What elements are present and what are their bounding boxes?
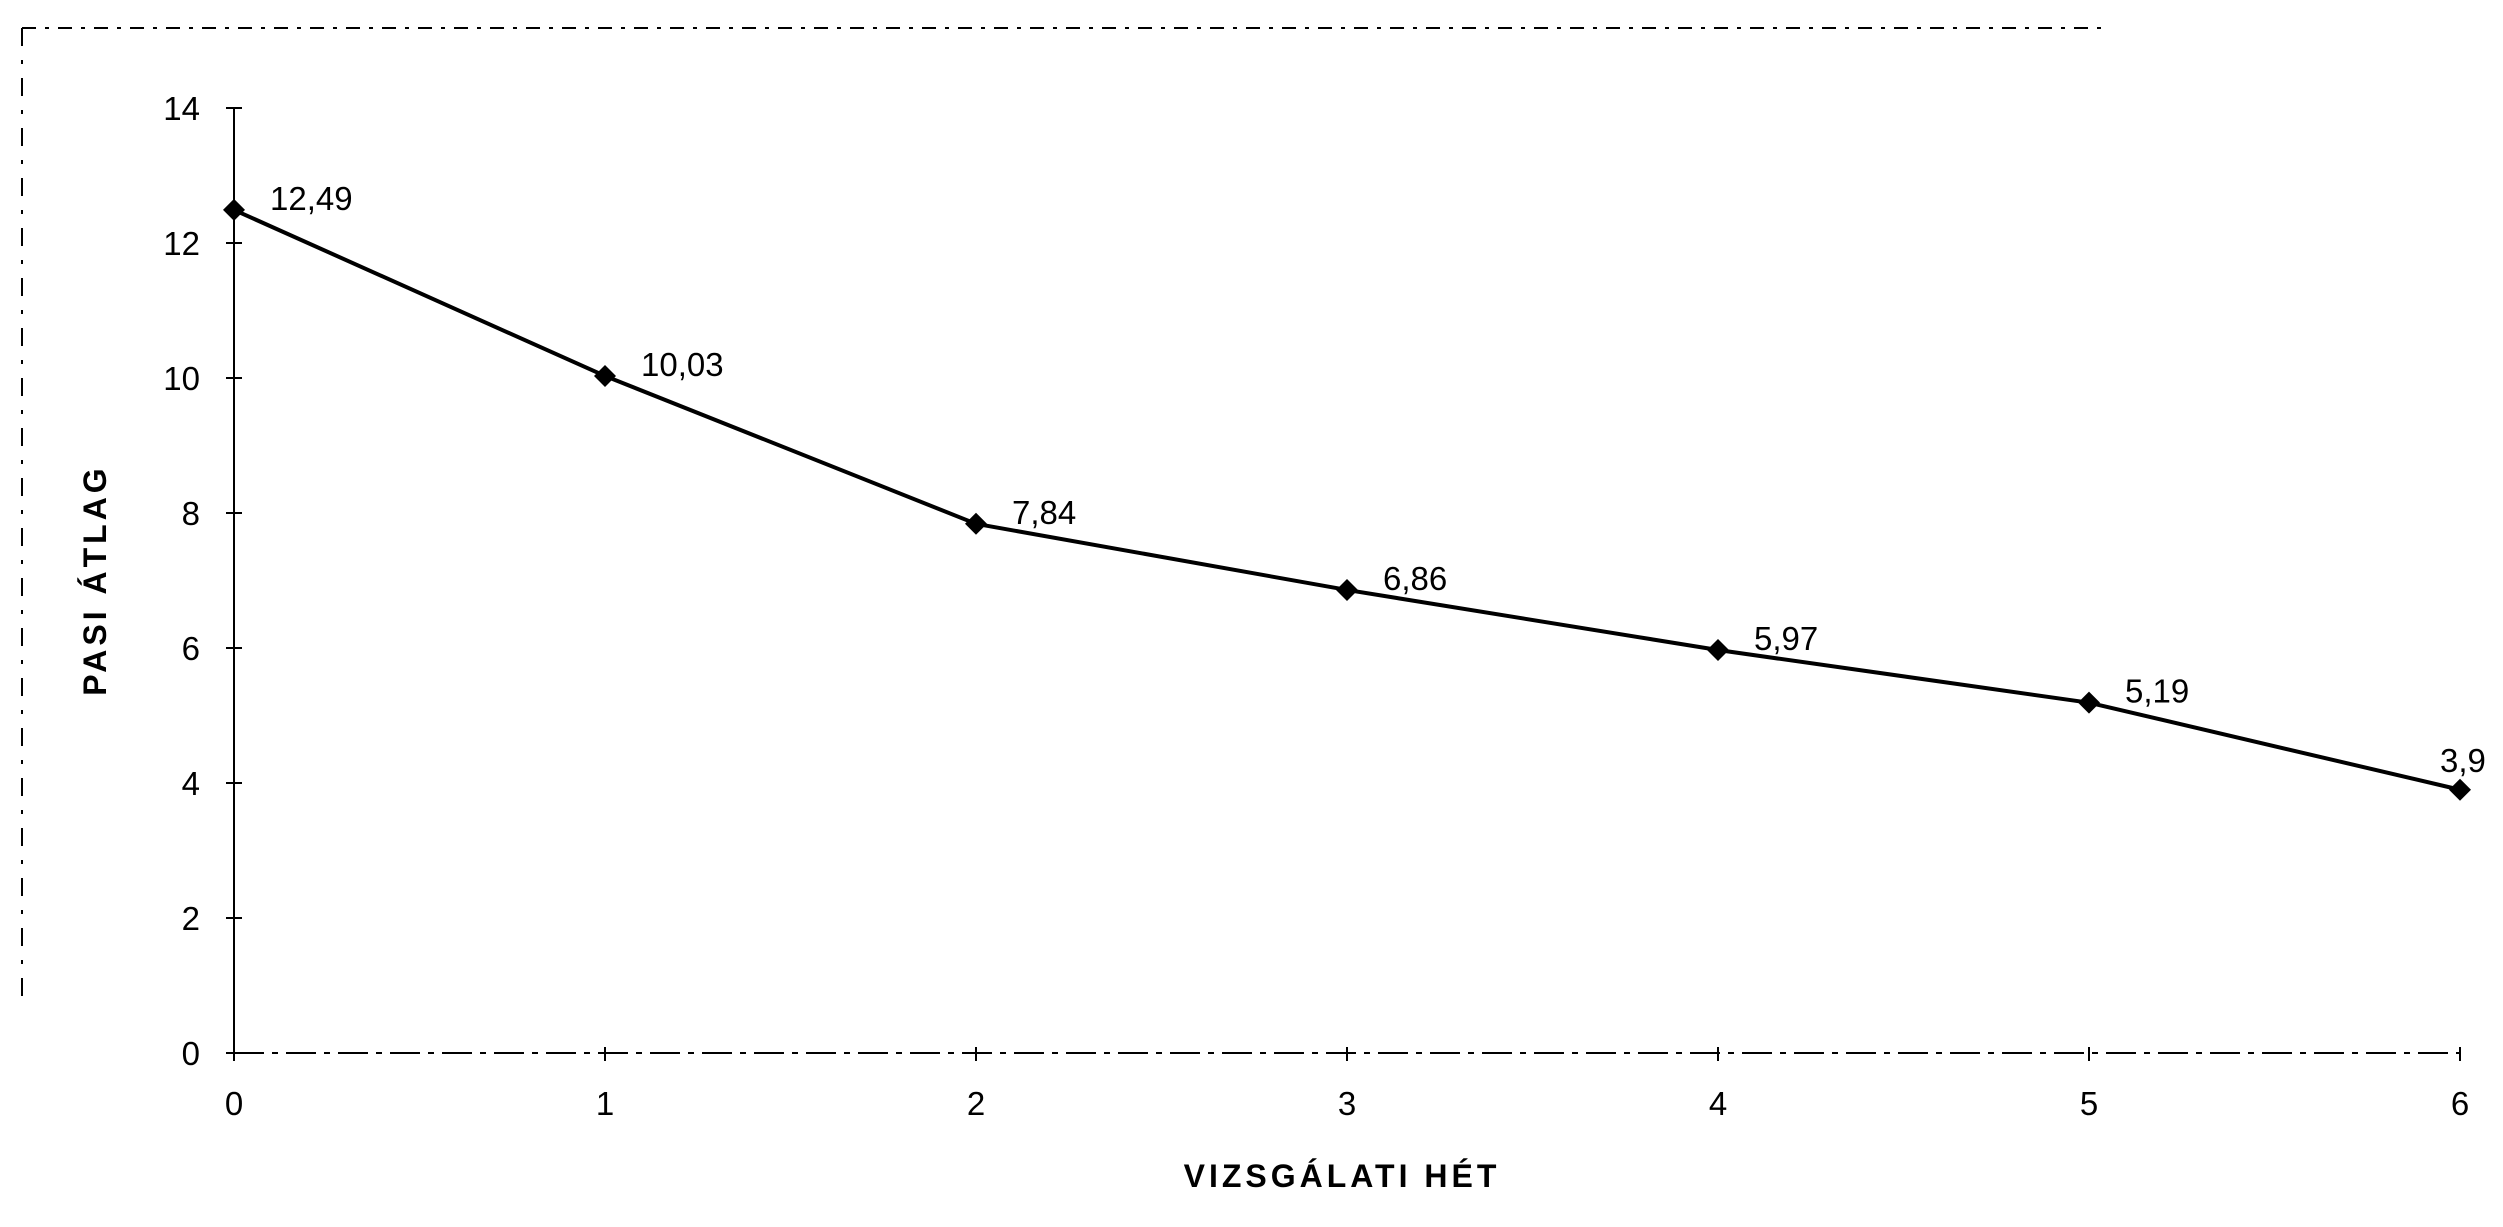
data-point-marker bbox=[1707, 639, 1729, 662]
chart-frame bbox=[21, 27, 2110, 1000]
x-tick-label: 5 bbox=[2080, 1085, 2098, 1122]
y-tick-label: 6 bbox=[182, 630, 200, 667]
data-label: 5,19 bbox=[2125, 673, 2189, 710]
x-ticks: 0 1 2 3 4 5 6 bbox=[225, 1047, 2469, 1122]
x-tick-label: 1 bbox=[596, 1085, 614, 1122]
data-label: 6,86 bbox=[1383, 560, 1447, 597]
x-tick-label: 0 bbox=[225, 1085, 243, 1122]
series: 12,49 10,03 7,84 6,86 5,97 5,19 3,9 bbox=[223, 180, 2486, 801]
data-point-marker bbox=[965, 512, 987, 535]
y-ticks: 0 2 4 6 8 10 12 14 bbox=[163, 90, 242, 1072]
data-point-marker bbox=[223, 198, 245, 221]
y-tick-label: 2 bbox=[182, 900, 200, 937]
y-tick-label: 12 bbox=[163, 225, 200, 262]
x-tick-label: 4 bbox=[1709, 1085, 1727, 1122]
data-label: 5,97 bbox=[1754, 620, 1818, 657]
data-label: 3,9 bbox=[2440, 742, 2486, 779]
y-tick-label: 0 bbox=[182, 1035, 200, 1072]
y-axis-title: PASI ÁTLAG bbox=[77, 464, 113, 695]
y-tick-label: 10 bbox=[163, 360, 200, 397]
x-tick-label: 6 bbox=[2451, 1085, 2469, 1122]
data-point-marker bbox=[594, 364, 616, 387]
x-axis-title: VIZSGÁLATI HÉT bbox=[1184, 1158, 1501, 1194]
data-point-marker bbox=[2449, 778, 2471, 801]
x-tick-label: 3 bbox=[1338, 1085, 1356, 1122]
data-point-marker bbox=[1336, 578, 1358, 601]
data-label: 7,84 bbox=[1012, 494, 1076, 531]
x-tick-label: 2 bbox=[967, 1085, 985, 1122]
data-point-marker bbox=[2078, 691, 2100, 714]
data-label: 12,49 bbox=[270, 180, 353, 217]
y-tick-label: 8 bbox=[182, 495, 200, 532]
data-label: 10,03 bbox=[641, 346, 724, 383]
y-tick-label: 14 bbox=[163, 90, 200, 127]
y-tick-label: 4 bbox=[182, 765, 200, 802]
